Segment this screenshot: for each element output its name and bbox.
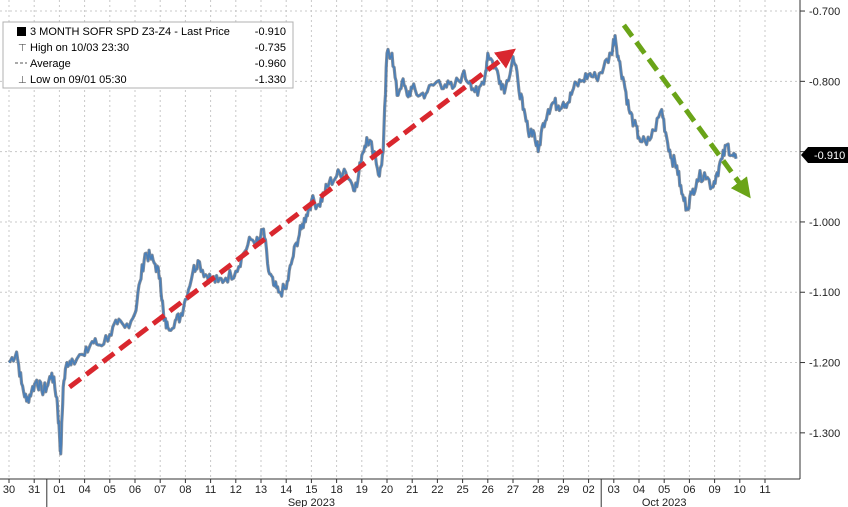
trend-arrow — [67, 48, 516, 390]
x-tick-label: 22 — [431, 484, 443, 496]
y-tick-label: -1.100 — [809, 287, 840, 299]
x-tick-label: 04 — [78, 484, 90, 496]
x-axis-ticks: 30 31 01 04 05 06 07 08 11 12 13 14 15 18 19 20 21 22 25 26… — [3, 479, 771, 496]
x-tick-label: 30 — [3, 484, 15, 496]
x-tick-label: 21 — [406, 484, 418, 496]
y-tick-label: -0.800 — [809, 76, 840, 88]
y-tick-label: -1.200 — [809, 358, 840, 370]
x-tick-label: 08 — [179, 484, 191, 496]
legend-title-swatch — [17, 27, 26, 36]
x-tick-label: 31 — [28, 484, 40, 496]
y-tick-label: -1.300 — [809, 428, 840, 440]
x-tick-label: 18 — [330, 484, 342, 496]
last-price-tag-shape — [801, 147, 848, 163]
trend-arrows — [67, 23, 751, 390]
x-tick-label: 05 — [104, 484, 116, 496]
legend-average-value: -0.960 — [255, 58, 286, 70]
last-price-value: -0.910 — [814, 150, 845, 162]
x-tick-label: 28 — [532, 484, 544, 496]
legend-high-label: High on 10/03 23:30 — [30, 42, 129, 54]
x-tick-label: 15 — [305, 484, 317, 496]
y-tick-label: -1.000 — [809, 217, 840, 229]
y-axis-ticks: -0.700-0.800-0.900-1.000-1.100-1.200-1.3… — [800, 6, 840, 440]
month-label: Oct 2023 — [642, 497, 687, 507]
x-tick-label: 03 — [608, 484, 620, 496]
trend-arrow — [621, 23, 751, 199]
legend-title: 3 MONTH SOFR SPD Z3-Z4 - Last Price — [30, 26, 230, 38]
x-tick-label: 20 — [381, 484, 393, 496]
month-labels: Sep 2023 Oct 2023 — [46, 479, 687, 507]
legend-title-value: -0.910 — [255, 26, 286, 38]
x-tick-label: 29 — [557, 484, 569, 496]
price-line — [8, 34, 737, 455]
x-tick-label: 27 — [507, 484, 519, 496]
x-tick-label: 11 — [759, 484, 770, 496]
x-tick-label: 11 — [205, 484, 216, 496]
legend-low-label: Low on 09/01 05:30 — [30, 74, 127, 86]
x-tick-label: 25 — [456, 484, 468, 496]
x-tick-label: 26 — [482, 484, 494, 496]
x-tick-label: 05 — [658, 484, 670, 496]
x-tick-label: 12 — [230, 484, 242, 496]
legend-high-marker: ⊤ — [18, 43, 27, 54]
legend-low-marker: ⊥ — [18, 75, 27, 86]
x-tick-label: 10 — [734, 484, 746, 496]
legend-box: 3 MONTH SOFR SPD Z3-Z4 - Last Price -0.9… — [2, 21, 294, 89]
month-label: Sep 2023 — [288, 497, 335, 507]
series-layer — [7, 34, 738, 456]
legend-low-value: -1.330 — [255, 74, 286, 86]
x-tick-label: 19 — [356, 484, 368, 496]
legend-frame — [2, 21, 294, 89]
x-tick-label: 07 — [154, 484, 166, 496]
x-tick-label: 01 — [53, 484, 65, 496]
x-tick-label: 06 — [129, 484, 141, 496]
y-tick-label: -0.700 — [809, 6, 840, 18]
x-tick-label: 13 — [255, 484, 267, 496]
x-tick-label: 14 — [280, 484, 292, 496]
x-tick-label: 06 — [683, 484, 695, 496]
x-tick-label: 02 — [582, 484, 594, 496]
x-tick-label: 09 — [708, 484, 720, 496]
legend-average-label: Average — [30, 58, 71, 70]
legend-high-value: -0.735 — [255, 42, 286, 54]
x-tick-label: 04 — [633, 484, 645, 496]
last-price-tag: -0.910 — [801, 147, 848, 163]
